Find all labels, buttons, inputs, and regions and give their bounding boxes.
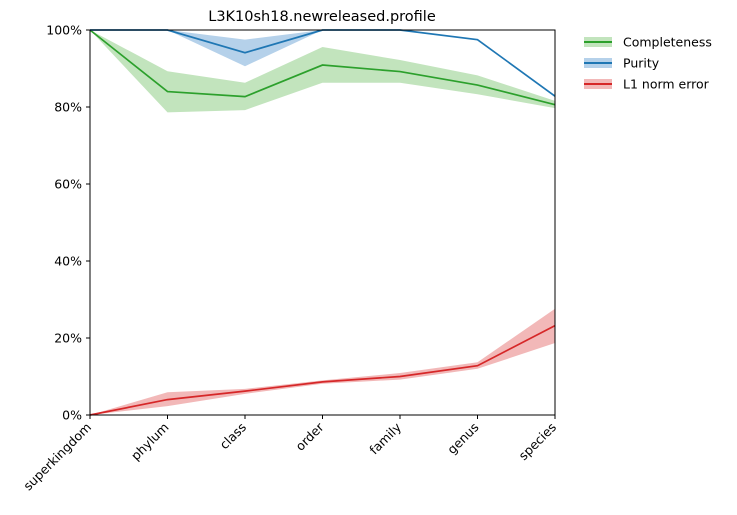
band-1 [90,30,555,97]
y-tick-label-2: 40% [54,254,82,269]
legend-label-1: Purity [623,56,660,71]
legend-label-2: L1 norm error [623,77,710,92]
x-tick-label-1: phylum [128,420,172,464]
x-tick-label-4: family [366,419,404,457]
y-tick-label-4: 80% [54,100,82,115]
band-2 [90,308,555,415]
y-tick-label-5: 100% [46,23,82,38]
x-tick-label-6: species [516,420,560,464]
confidence-bands [90,30,555,415]
series-line-0 [89,29,556,106]
chart-title: L3K10sh18.newreleased.profile [208,9,436,25]
y-tick-label-0: 0% [62,408,82,423]
legend: Completeness Purity L1 norm error [584,35,712,92]
y-tick-label-3: 60% [54,177,82,192]
x-tick-label-2: class [217,420,250,453]
x-tick-label-3: order [292,419,327,454]
x-tick-label-5: genus [444,420,481,457]
band-0 [90,30,555,113]
series-line-2 [89,324,556,416]
legend-label-0: Completeness [623,35,712,50]
x-tick-label-0: superkingdom [20,420,94,494]
y-tick-label-1: 20% [54,331,82,346]
